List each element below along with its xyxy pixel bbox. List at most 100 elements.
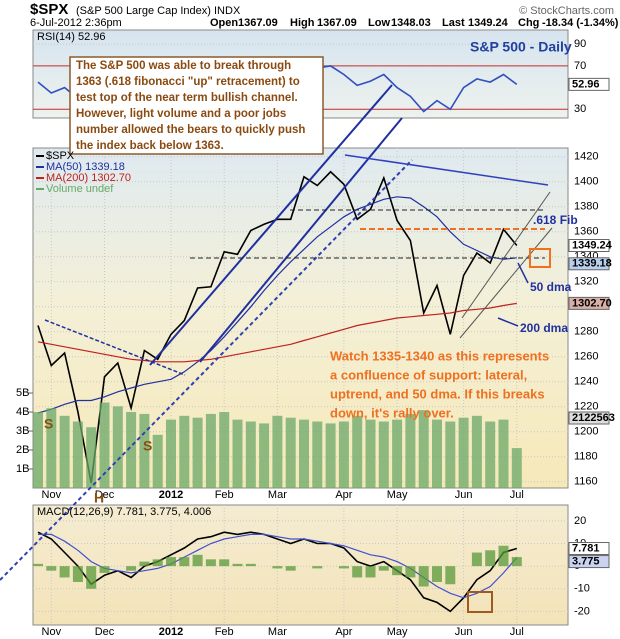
bar [245, 421, 256, 488]
x-tick-label: May [387, 489, 408, 501]
bar [72, 566, 83, 582]
x-tick-label: Nov [42, 626, 62, 638]
note-line: However, light volume and a poor jobs [76, 108, 286, 120]
bar [192, 554, 203, 567]
x-tick-label: Apr [335, 489, 352, 501]
bar [179, 415, 190, 488]
legend-label: Volume undef [46, 183, 114, 195]
note-line: 1363 (.618 fibonacci "up" retracement) t… [76, 76, 300, 88]
callout-line: a confluence of support: lateral, [330, 367, 527, 382]
bar [219, 559, 230, 567]
macd-box [467, 591, 493, 613]
bar [192, 417, 203, 488]
bar [219, 412, 230, 488]
callout-line: uptrend, and 50 dma. If this breaks [330, 386, 545, 401]
x-tick-label: 2012 [159, 626, 183, 638]
bar [232, 563, 243, 567]
dashed-trend [44, 319, 186, 376]
y2-tick-label: 3B [16, 425, 29, 437]
line [38, 533, 518, 599]
last-label: 1349.24 [572, 239, 613, 251]
annotation: S&P 500 - Daily [470, 39, 572, 55]
bar [59, 415, 70, 488]
note-line: number allowed the bears to quickly push [76, 124, 305, 136]
legend-label: MA(200) 1302.70 [46, 172, 131, 184]
bar [245, 563, 256, 567]
bar [511, 557, 522, 567]
y-tick-label: 1220 [574, 401, 598, 413]
y-tick-label: 1400 [574, 176, 598, 188]
last-box [568, 296, 610, 310]
arrow [497, 317, 519, 327]
y-tick-label: 20 [574, 515, 586, 527]
y-tick-label: 90 [574, 38, 586, 50]
support-box [529, 248, 551, 268]
callout-line: down, it's rally over. [330, 405, 454, 420]
bar [418, 566, 429, 587]
bar [365, 419, 376, 488]
bar [392, 566, 403, 576]
annotation: 50 dma [530, 280, 572, 294]
bar [259, 423, 270, 488]
bar [325, 423, 336, 488]
y2-tick-label: 2B [16, 444, 29, 456]
note-line: test top of the near term bullish channe… [76, 92, 298, 104]
y-tick-label: 1240 [574, 376, 598, 388]
x-tick-label: Jul [510, 626, 524, 638]
y-tick-label: 1260 [574, 351, 598, 363]
panel-title: RSI(14) 52.96 [37, 31, 105, 43]
callout-line: Watch 1335-1340 as this represents [330, 348, 549, 363]
downtrend [344, 154, 549, 186]
quote-value: 1349.24 [468, 17, 509, 29]
bar [166, 557, 176, 567]
bar [471, 415, 482, 488]
line [37, 170, 518, 484]
y-tick-label: 70 [574, 60, 586, 72]
bar [33, 412, 43, 488]
bar [511, 448, 522, 488]
y-tick-label: 1360 [574, 226, 598, 238]
x-tick-label: 2012 [159, 489, 183, 501]
y-tick-label: 1420 [574, 151, 598, 163]
y-tick-label: 1380 [574, 201, 598, 213]
x-tick-label: May [387, 626, 408, 638]
bar [152, 434, 163, 488]
last-label: 1302.70 [572, 297, 612, 309]
bar [485, 421, 496, 488]
bar [445, 566, 456, 585]
x-tick-label: Nov [42, 489, 62, 501]
last-box [568, 411, 610, 425]
x-tick-label: Jun [455, 626, 473, 638]
bar [205, 413, 216, 488]
bar [352, 415, 363, 488]
annotation: H [94, 490, 104, 506]
note-line: the index back below 1363. [76, 140, 224, 152]
annotation: S [44, 416, 53, 432]
bar [272, 566, 283, 569]
legend-label: MA(50) 1339.18 [46, 161, 125, 173]
bar [471, 552, 482, 567]
y-tick-label: 1180 [574, 451, 598, 463]
bar [205, 559, 216, 567]
bar [179, 557, 190, 567]
note-box [69, 56, 324, 155]
y2-tick-label: 1B [16, 463, 29, 475]
bar [86, 566, 97, 589]
bar [46, 566, 57, 571]
x-tick-label: Jul [510, 489, 524, 501]
line [37, 302, 517, 363]
quote-value: 1367.09 [317, 17, 357, 29]
last-box [568, 555, 610, 569]
x-tick-label: Jun [455, 489, 473, 501]
bar [166, 419, 176, 488]
bar [378, 421, 389, 488]
bar [365, 566, 376, 578]
last-box [568, 542, 610, 556]
last-box [568, 239, 610, 252]
quote-value: 1348.03 [391, 17, 431, 29]
quote-value: 1367.09 [238, 17, 278, 29]
quote-label: Open [210, 17, 238, 29]
bar [232, 419, 243, 488]
bar [338, 566, 349, 569]
